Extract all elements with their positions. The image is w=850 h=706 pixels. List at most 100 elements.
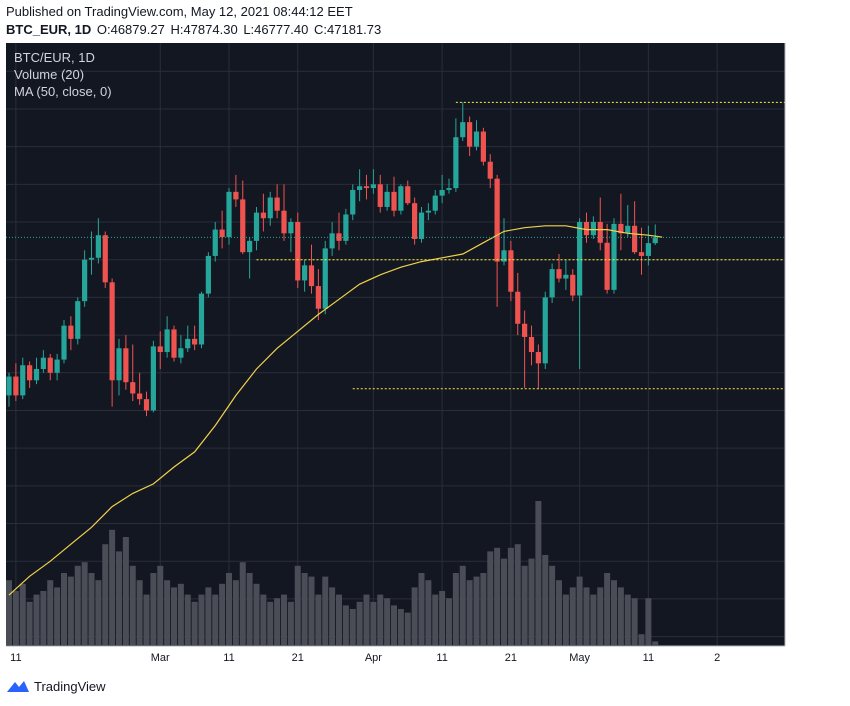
volume-bar [631,598,638,645]
volume-bar [384,598,391,645]
volume-bar [212,594,219,645]
volume-bar [95,580,102,645]
candle-down [308,265,315,287]
volume-bar [198,594,205,645]
candle-down [295,222,301,281]
legend-ma: MA (50, close, 0) [14,84,112,99]
volume-bar [122,537,129,645]
volume-bar [418,573,425,645]
volume-bar [40,591,47,645]
candle-down [137,393,143,400]
footer: TradingView [6,678,106,694]
x-tick-label: 11 [10,652,21,664]
volume-bar [102,544,109,645]
volume-bar [514,544,521,645]
candle-up [563,274,569,279]
candle-up [322,248,328,309]
ma50-line [8,225,663,596]
candle-up [549,269,555,298]
candle-up [645,243,651,256]
candle-up [88,257,95,260]
candle-up [384,191,390,207]
volume-bar [377,594,384,645]
candle-up [542,297,548,364]
volume-bar [301,573,308,645]
volume-bar [116,551,122,645]
volume-bar [205,587,212,645]
volume-bar [439,591,446,645]
volume-bar [260,594,267,645]
candle-up [178,348,184,358]
candle-down [281,210,287,234]
x-tick-label: Apr [365,652,382,664]
candle-up [473,131,480,147]
candle-up [302,265,308,281]
volume-bar [391,605,397,645]
tradingview-logo-icon [7,681,29,692]
candle-down [192,338,198,345]
close-value: C:47181.73 [314,22,382,37]
candle-up [150,346,156,411]
volume-bar [487,551,494,645]
candle-up [398,186,404,211]
candle-up [425,210,431,213]
candle-down [157,346,163,353]
volume-bar [562,594,569,645]
volume-bar [583,587,590,645]
candle-down [632,225,638,253]
volume-bar [370,601,377,645]
candle-down [583,222,590,236]
volume-bar [322,576,329,645]
volume-bar [363,594,370,645]
volume-bar [611,580,617,645]
volume-bar [246,573,253,645]
candle-up [446,188,452,190]
volume-bar [281,594,287,645]
candle-up [40,357,46,369]
candle-down [467,122,473,147]
candle-down [363,186,370,189]
legend-volume: Volume (20) [14,67,84,82]
candle-down [405,186,411,204]
candle-down [233,191,239,200]
candle-up [370,184,376,189]
volume-bar [33,594,40,645]
candle-up [6,376,12,396]
candle-up [20,365,26,396]
candle-down [143,399,150,411]
chart-area[interactable]: 26000.0028000.0030000.0032000.0034000.00… [6,43,787,667]
volume-bar [480,573,487,645]
volume-bar [157,565,164,645]
candle-up [343,214,349,241]
volume-bar [404,612,411,645]
volume-bar [397,609,404,645]
candle-up [460,122,466,138]
volume-bar [287,601,294,645]
volume-bar [26,601,33,645]
candle-up [116,348,122,381]
candle-down [391,191,397,211]
volume-bar [19,583,26,645]
candle-up [54,359,60,373]
volume-bar [177,583,184,645]
volume-bar [184,594,191,645]
volume-bar [164,580,171,645]
candle-up [253,212,260,241]
volume-bar [308,576,315,645]
candle-up [625,225,631,234]
volume-bar [528,558,535,645]
candlestick-chart[interactable]: 26000.0028000.0030000.0032000.0034000.00… [6,43,787,667]
candle-up [226,191,232,238]
volume-bar [432,594,439,645]
volume-bar [274,598,281,645]
candle-down [604,242,610,290]
candle-down [315,286,321,309]
brand-name: TradingView [34,678,106,694]
candle-up [652,237,658,244]
time-axis-background [6,646,787,667]
candle-up [164,329,170,353]
volume-bar [411,587,418,645]
volume-bar [6,580,12,645]
candle-down [412,203,418,239]
volume-bar [645,598,652,645]
